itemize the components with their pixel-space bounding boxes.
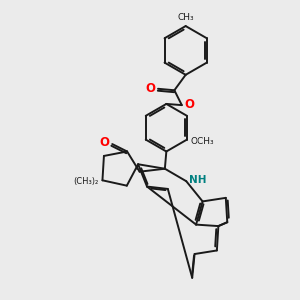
Text: O: O — [145, 82, 155, 95]
Text: CH₃: CH₃ — [177, 13, 194, 22]
Text: O: O — [99, 136, 109, 149]
Text: (CH₃)₂: (CH₃)₂ — [74, 177, 99, 186]
Text: NH: NH — [189, 175, 206, 185]
Text: OCH₃: OCH₃ — [190, 136, 214, 146]
Text: O: O — [185, 98, 195, 111]
